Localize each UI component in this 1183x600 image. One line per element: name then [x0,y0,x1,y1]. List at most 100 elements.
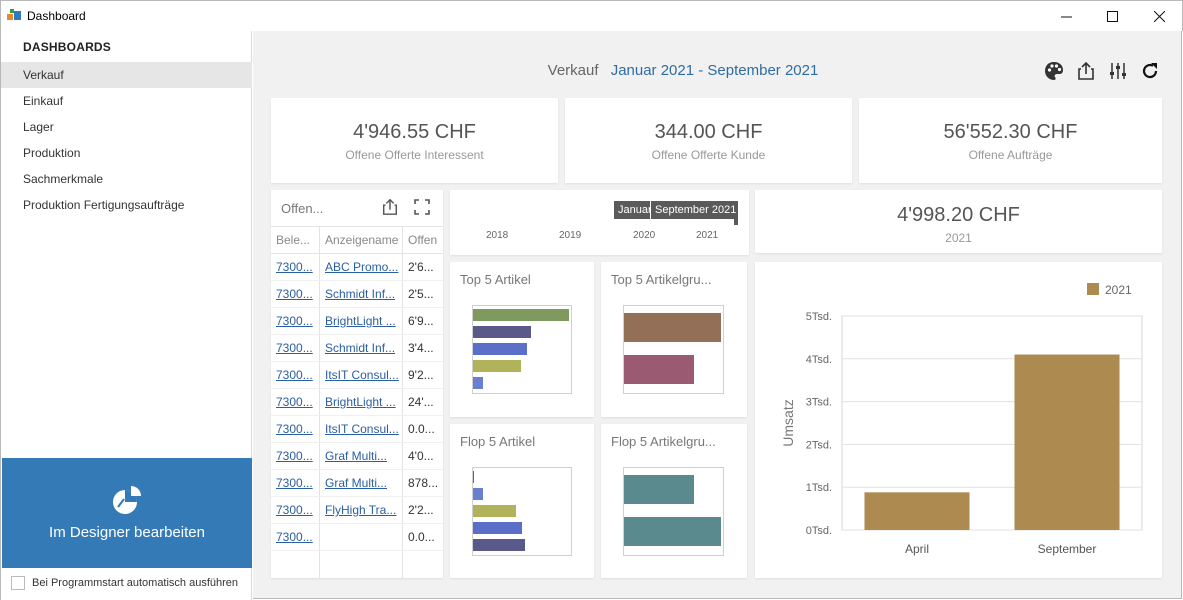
cell-beleg[interactable]: 7300... [276,260,313,274]
cell-anzeigename[interactable]: BrightLight ... [325,395,396,409]
y-tick-label: 0Tsd. [806,525,832,537]
chart-title: Flop 5 Artikel [460,434,536,449]
sidebar-item-produktion[interactable]: Produktion [23,146,81,160]
range-end-tooltip[interactable]: September 2021 [650,201,738,219]
sales-by-month-chart[interactable]: 0Tsd. 1Tsd. 2Tsd. 3Tsd. 4Tsd. 5Tsd. Umsatz Apri… [755,262,1162,578]
cell-anzeigename[interactable]: FlyHigh Tra... [325,503,397,517]
chart-bar[interactable] [473,470,474,483]
chart-bar[interactable] [473,538,525,551]
cell-beleg[interactable]: 7300... [276,395,313,409]
top-5-artikel-chart[interactable]: Top 5 Artikel [450,262,594,417]
sidebar-item-produktion-fertigungsauftraege[interactable]: Produktion Fertigungsaufträge [23,198,185,212]
autostart-checkbox[interactable] [11,576,25,590]
autostart-option[interactable]: Bei Programmstart automatisch ausführen [11,574,238,592]
chart-bar[interactable] [624,517,721,547]
maximize-button[interactable] [1089,1,1135,32]
sidebar-item-lager[interactable]: Lager [23,120,54,134]
legend-label: 2021 [1105,283,1132,297]
chart-bar[interactable] [473,521,522,534]
export-icon[interactable] [381,198,399,216]
row-divider [271,334,443,335]
grid-title: Offen... [281,201,324,216]
cell-anzeigename[interactable]: BrightLight ... [325,314,396,328]
cell-anzeigename[interactable]: Graf Multi... [325,476,388,490]
cell-offen: 4'0... [408,449,434,463]
kpi-value: 4'998.20 CHF [897,204,1020,226]
chart-title: Top 5 Artikel [460,272,531,287]
date-range-filter[interactable]: 2018 2019 2020 2021 Januar September 202… [450,190,749,255]
chart-bar[interactable] [473,487,483,500]
kpi-offene-offerte-kunde[interactable]: 344.00 CHF Offene Offerte Kunde [565,98,852,183]
chart-bar[interactable] [1014,354,1120,530]
chart-bar[interactable] [473,308,569,321]
top-5-artikelgruppen-chart[interactable]: Top 5 Artikelgru... [601,262,747,417]
chart-plot-area [623,467,724,556]
sidebar-item-verkauf[interactable]: Verkauf [1,62,252,88]
refresh-icon[interactable] [1140,61,1160,81]
cell-beleg[interactable]: 7300... [276,341,313,355]
column-header-anzeigename[interactable]: Anzeigename [325,233,399,247]
chart-bar[interactable] [624,355,694,385]
sales-chart-svg: 0Tsd. 1Tsd. 2Tsd. 3Tsd. 4Tsd. 5Tsd. Umsatz Apri… [780,283,1143,556]
sidebar-item-einkauf[interactable]: Einkauf [23,94,64,108]
range-handle[interactable] [734,219,738,225]
cell-beleg[interactable]: 7300... [276,530,313,544]
range-start-tooltip[interactable]: Januar [614,201,652,219]
chart-plot-area [472,305,572,394]
cell-offen: 3'4... [408,341,434,355]
column-header-offen[interactable]: Offen [408,233,438,247]
chart-bar[interactable] [473,359,521,372]
dashboard-title: Verkauf Januar 2021 - September 2021 [253,62,1113,79]
close-button[interactable] [1136,1,1182,32]
grid-header-bottom-border [271,253,443,254]
cell-beleg[interactable]: 7300... [276,422,313,436]
kpi-offene-offerte-interessent[interactable]: 4'946.55 CHF Offene Offerte Interessent [271,98,558,183]
minimize-button[interactable] [1043,1,1089,32]
range-tick: 2018 [486,230,509,241]
row-divider [271,469,443,470]
y-tick-label: 3Tsd. [806,397,832,409]
legend-swatch [1087,283,1099,295]
row-divider [271,388,443,389]
edit-in-designer-button[interactable]: Im Designer bearbeiten [2,458,252,568]
chart-bar[interactable] [624,474,694,504]
cell-anzeigename[interactable]: ItsIT Consul... [325,368,399,382]
maximize-icon[interactable] [414,199,430,215]
window-titlebar: Dashboard [0,0,1183,31]
x-category-label: April [905,542,929,556]
cell-beleg[interactable]: 7300... [276,287,313,301]
flop-5-artikelgruppen-chart[interactable]: Flop 5 Artikelgru... [601,424,747,578]
cell-offen: 2'2... [408,503,434,517]
sidebar-item-sachmerkmale[interactable]: Sachmerkmale [23,172,104,186]
app-icon [7,9,21,20]
parameters-icon[interactable] [1108,61,1128,81]
y-tick-label: 1Tsd. [806,482,832,494]
export-icon[interactable] [1076,61,1096,81]
chart-bar[interactable] [473,342,527,355]
kpi-offene-auftraege[interactable]: 56'552.30 CHF Offene Aufträge [859,98,1162,183]
kpi-umsatz-2021[interactable]: 4'998.20 CHF 2021 [755,190,1162,253]
cell-anzeigename[interactable]: Schmidt Inf... [325,341,396,355]
kpi-value: 56'552.30 CHF [943,121,1078,143]
cell-beleg[interactable]: 7300... [276,476,313,490]
column-header-beleg[interactable]: Bele... [276,233,311,247]
cell-beleg[interactable]: 7300... [276,314,313,328]
cell-anzeigename[interactable]: ABC Promo... [325,260,399,274]
chart-bar[interactable] [473,325,531,338]
chart-bar[interactable] [473,376,483,389]
cell-beleg[interactable]: 7300... [276,368,313,382]
palette-icon[interactable] [1044,61,1064,81]
cell-beleg[interactable]: 7300... [276,503,313,517]
chart-bar[interactable] [624,312,721,342]
chart-bar[interactable] [473,504,517,517]
chart-bar[interactable] [864,492,970,530]
dashboard-date-range[interactable]: Januar 2021 - September 2021 [610,62,819,79]
cell-anzeigename[interactable]: Schmidt Inf... [325,287,396,301]
flop-5-artikel-chart[interactable]: Flop 5 Artikel [450,424,594,578]
cell-anzeigename[interactable]: Graf Multi... [325,449,388,463]
cell-anzeigename[interactable]: ItsIT Consul... [325,422,399,436]
cell-beleg[interactable]: 7300... [276,449,313,463]
row-divider [271,415,443,416]
cell-anzeigename[interactable] [320,524,402,551]
cell-offen: 0.0... [408,530,435,544]
